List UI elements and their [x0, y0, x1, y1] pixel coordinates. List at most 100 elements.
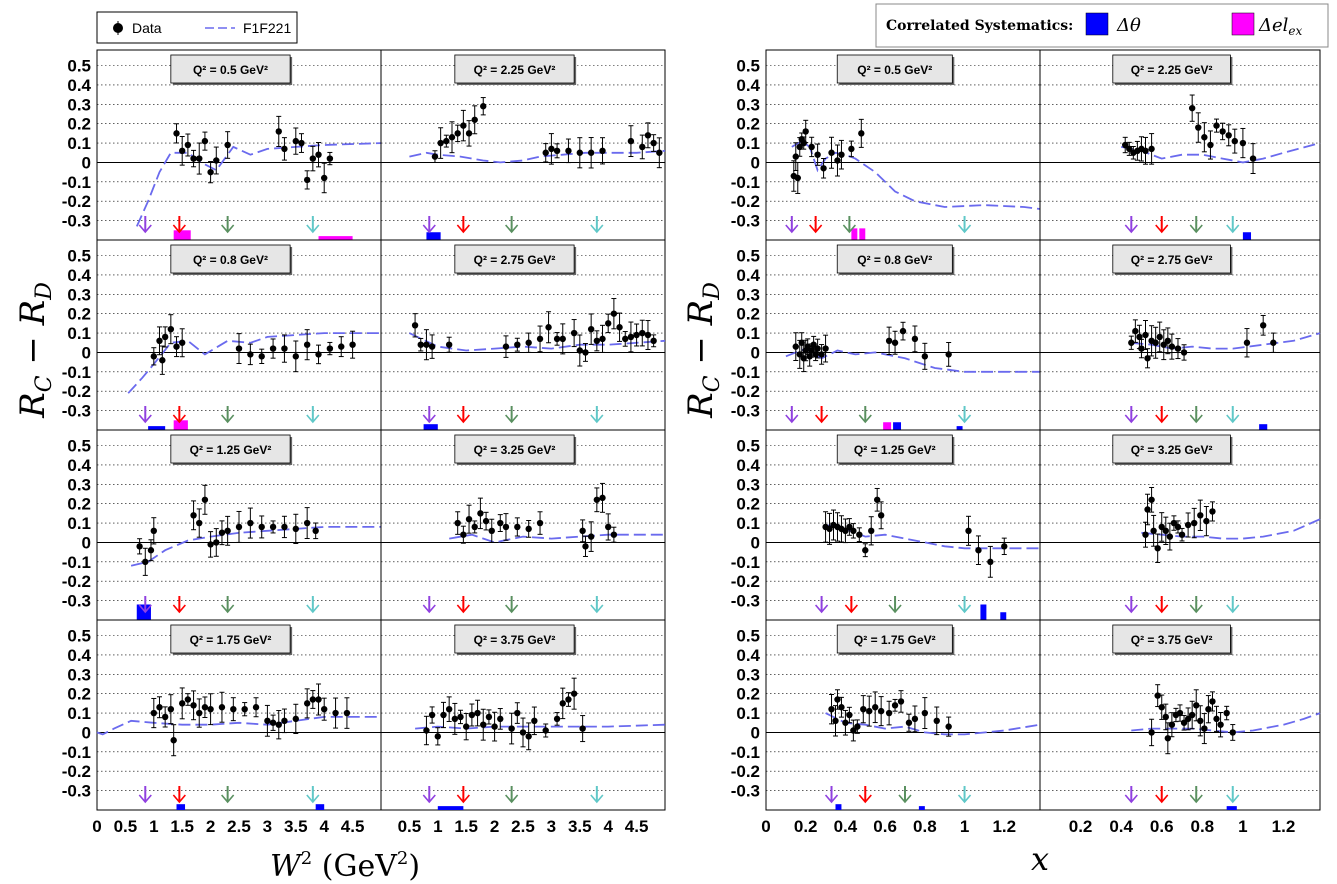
- q2-label: Q² = 1.75 GeV²: [854, 633, 936, 647]
- data-point: [179, 135, 186, 166]
- panel-x-7: Q² = 3.75 GeV²: [1039, 619, 1321, 811]
- data-point: [468, 703, 476, 727]
- data-point: [975, 535, 982, 565]
- data-point: [627, 125, 635, 158]
- data-point: [656, 137, 663, 169]
- y-axis-title-right: RC − RD: [681, 282, 725, 419]
- y-tick-label: -0.1: [62, 553, 91, 572]
- data-point: [445, 336, 453, 353]
- data-point: [933, 706, 940, 736]
- data-point: [1270, 332, 1277, 353]
- x-tick-label: 2.5: [511, 817, 535, 836]
- q2-label-box: [454, 54, 575, 84]
- data-point: [309, 690, 317, 709]
- data-point: [474, 699, 481, 727]
- data-point: [610, 526, 618, 543]
- q2-label: Q² = 3.75 GeV²: [1131, 633, 1213, 647]
- data-point: [1152, 326, 1159, 359]
- y-tick-label: 0.4: [736, 456, 760, 475]
- kinematic-arrow: [138, 786, 152, 804]
- kinematic-arrow: [1124, 786, 1138, 804]
- data-point: [1259, 314, 1267, 336]
- data-point: [542, 143, 549, 163]
- data-point: [480, 97, 487, 116]
- data-point: [1122, 136, 1129, 154]
- kinematic-arrow: [422, 216, 436, 234]
- legend-data-label: Data: [132, 20, 162, 36]
- data-point: [856, 527, 863, 543]
- data-point: [1209, 501, 1216, 522]
- data-point: [593, 487, 601, 513]
- data-point: [1249, 143, 1257, 175]
- data-point: [349, 330, 356, 359]
- data-point: [1184, 512, 1192, 538]
- data-point: [639, 319, 646, 347]
- q2-label-box: [1112, 624, 1231, 654]
- data-point: [167, 314, 175, 345]
- x-tick-label: 1.2: [1272, 817, 1296, 836]
- y-tick-label: 0.5: [67, 627, 91, 646]
- data-point: [485, 709, 493, 725]
- data-point: [161, 326, 169, 348]
- model-curve: [409, 332, 666, 352]
- data-point: [514, 517, 521, 537]
- data-point: [508, 712, 515, 745]
- panel-grid: 0.50.40.30.20.10-0.1-0.2-0.3Q² = 0.5 GeV…: [62, 49, 1321, 836]
- data-point: [281, 334, 288, 363]
- kinematic-arrow: [814, 596, 829, 614]
- x-tick-label: 3.5: [568, 817, 592, 836]
- data-point: [463, 712, 470, 741]
- x-axis-title-x: x: [1031, 840, 1049, 878]
- data-point: [488, 518, 495, 543]
- data-point: [846, 706, 853, 724]
- data-point: [142, 547, 149, 576]
- panel-x-6: Q² = 3.25 GeV²: [1039, 429, 1321, 621]
- data-point: [605, 313, 612, 334]
- data-point: [326, 151, 334, 166]
- data-point: [179, 687, 186, 720]
- systematics-bar: [835, 804, 842, 810]
- x-tick-label: 0: [761, 817, 770, 836]
- data-point: [1168, 712, 1176, 738]
- model-curve: [127, 332, 381, 394]
- data-point: [877, 696, 885, 727]
- data-point: [1174, 338, 1182, 360]
- q2-label-box: [454, 434, 575, 464]
- x-tick-label: 0.5: [114, 817, 138, 836]
- data-point: [525, 519, 532, 538]
- kinematic-arrow: [1226, 406, 1240, 424]
- data-point: [559, 323, 566, 355]
- y-tick-label: 0.4: [736, 76, 760, 95]
- kinematic-arrow: [590, 406, 604, 424]
- y-tick-label: -0.2: [731, 382, 760, 401]
- q2-label: Q² = 3.25 GeV²: [1131, 443, 1213, 457]
- data-point: [525, 332, 532, 353]
- data-point: [428, 706, 436, 724]
- q2-label: Q² = 2.75 GeV²: [474, 253, 556, 267]
- data-point: [822, 334, 829, 363]
- kinematic-arrow: [1124, 216, 1138, 234]
- data-point: [945, 716, 952, 737]
- data-point: [1168, 333, 1176, 360]
- data-point: [842, 709, 849, 736]
- data-point: [156, 696, 163, 719]
- data-point: [599, 324, 606, 353]
- data-point: [633, 323, 640, 347]
- panel-x-4: Q² = 2.25 GeV²: [1039, 49, 1321, 241]
- data-point: [1170, 515, 1178, 531]
- y-tick-label: -0.1: [731, 363, 760, 382]
- data-point: [224, 515, 231, 546]
- data-point: [911, 705, 919, 733]
- data-point: [828, 694, 835, 725]
- data-point: [842, 518, 849, 544]
- data-point: [599, 137, 606, 165]
- data-point: [167, 694, 175, 725]
- data-point: [921, 697, 929, 730]
- x-tick-label: 2.5: [227, 817, 251, 836]
- data-point: [1142, 136, 1149, 165]
- y-tick-label: 0: [82, 153, 91, 172]
- data-point: [281, 137, 288, 161]
- data-point: [423, 715, 430, 746]
- y-tick-label: -0.1: [62, 743, 91, 762]
- model-curve: [785, 347, 1040, 373]
